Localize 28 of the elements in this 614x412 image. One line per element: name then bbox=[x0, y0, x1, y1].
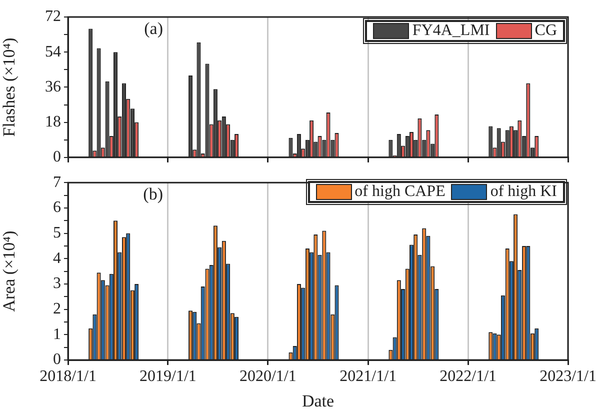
x-tick-label: 2022/1/1 bbox=[440, 368, 496, 385]
legend-label: of high KI bbox=[490, 183, 557, 201]
y-tick-label: 3 bbox=[53, 275, 61, 292]
legend-label: of high CAPE bbox=[354, 183, 446, 201]
y-axis-title: Area (×10⁴) bbox=[0, 230, 19, 312]
x-tick-label: 2019/1/1 bbox=[140, 368, 196, 385]
legend-label: FY4A_LMI bbox=[412, 22, 490, 40]
x-tick-label: 2020/1/1 bbox=[239, 368, 296, 385]
x-tick-label: 2018/1/1 bbox=[40, 368, 96, 385]
x-tick-label: 2023/1/1 bbox=[540, 368, 596, 385]
annotation: (b) bbox=[143, 184, 163, 204]
y-tick-label: 36 bbox=[45, 78, 61, 96]
y-tick-label: 72 bbox=[45, 8, 61, 26]
y-tick-label: 0 bbox=[53, 148, 61, 166]
y-tick-label: 6 bbox=[53, 199, 61, 216]
y-tick-label: 7 bbox=[53, 174, 61, 191]
y-tick-label: 54 bbox=[45, 43, 61, 60]
annotation: (a) bbox=[144, 18, 163, 38]
x-tick-label: 2021/1/1 bbox=[340, 368, 397, 385]
y-tick-label: 18 bbox=[45, 114, 61, 131]
legend-label: CG bbox=[534, 22, 557, 40]
y-tick-label: 2 bbox=[53, 300, 61, 318]
x-axis-title: Date bbox=[302, 391, 334, 410]
y-tick-label: 4 bbox=[53, 250, 61, 267]
y-tick-label: 0 bbox=[53, 351, 61, 368]
y-axis-title: Flashes (×10⁴) bbox=[0, 38, 19, 137]
y-tick-label: 5 bbox=[53, 224, 61, 242]
y-tick-label: 1 bbox=[53, 326, 61, 343]
